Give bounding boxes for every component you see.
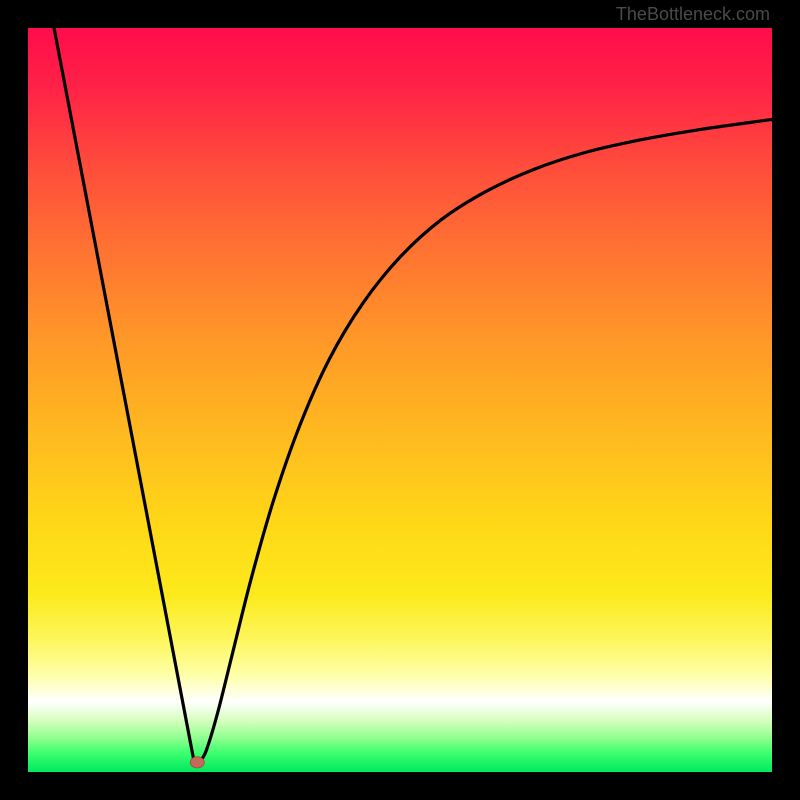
chart-background xyxy=(28,28,772,772)
chart-plot-area xyxy=(28,28,772,772)
minimum-marker xyxy=(190,757,204,768)
source-attribution: TheBottleneck.com xyxy=(616,4,770,25)
